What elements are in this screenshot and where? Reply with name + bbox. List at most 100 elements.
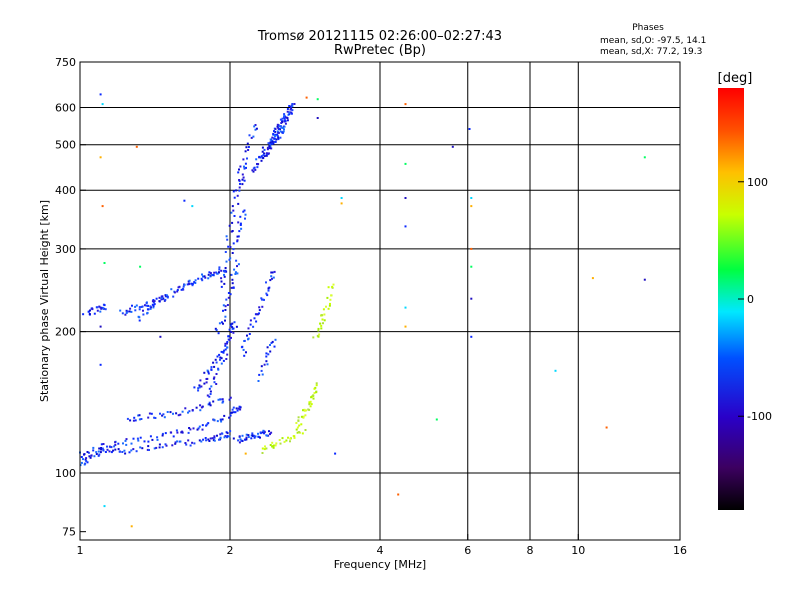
- echo-point: [279, 118, 282, 121]
- echo-point: [183, 283, 186, 286]
- echo-point: [104, 451, 107, 453]
- echo-point: [279, 136, 282, 139]
- stray-point: [183, 199, 186, 202]
- y-tick-label: 750: [55, 56, 76, 69]
- echo-point: [96, 309, 99, 312]
- echo-point: [197, 387, 200, 390]
- echo-point: [213, 436, 216, 439]
- echo-point: [251, 434, 254, 437]
- echo-point: [304, 414, 307, 417]
- echo-point: [253, 434, 256, 437]
- echo-point: [278, 125, 281, 128]
- echo-point: [244, 217, 246, 220]
- echo-point: [242, 348, 245, 351]
- echo-point: [219, 433, 222, 436]
- echo-point: [321, 318, 324, 321]
- echo-point: [152, 304, 155, 307]
- echo-point: [90, 454, 93, 457]
- echo-point: [249, 323, 252, 326]
- echo-point: [253, 436, 256, 439]
- echo-point: [303, 409, 306, 412]
- echo-point: [187, 431, 190, 434]
- echo-point: [276, 125, 279, 128]
- echo-point: [224, 342, 227, 345]
- echo-point: [253, 317, 256, 320]
- echo-point: [89, 309, 91, 312]
- echo-point: [254, 128, 257, 131]
- echo-point: [135, 450, 138, 453]
- echo-point: [218, 271, 220, 274]
- echo-point: [172, 295, 175, 298]
- echo-point: [266, 346, 269, 349]
- echo-point: [222, 359, 225, 362]
- echo-point: [276, 133, 279, 136]
- echo-point: [84, 458, 87, 461]
- echo-point: [201, 428, 204, 431]
- stray-point: [470, 197, 473, 199]
- echo-point: [213, 439, 216, 442]
- echo-point: [230, 211, 233, 214]
- stray-point: [591, 277, 594, 280]
- echo-point: [233, 196, 236, 199]
- echo-point: [260, 159, 263, 162]
- echo-point: [296, 426, 299, 429]
- echo-point: [104, 308, 107, 311]
- echo-point: [241, 434, 244, 437]
- echo-point: [225, 260, 228, 263]
- echo-point: [240, 439, 243, 442]
- echo-point: [200, 440, 203, 443]
- echo-point: [240, 227, 243, 230]
- echo-point: [215, 373, 218, 375]
- echo-point: [97, 450, 100, 453]
- echo-point: [283, 128, 285, 131]
- echo-point: [220, 269, 223, 272]
- echo-point: [274, 130, 277, 133]
- echo-point: [331, 285, 334, 288]
- echo-point: [93, 312, 96, 315]
- echo-point: [231, 411, 233, 414]
- echo-point: [224, 344, 227, 347]
- echo-point: [236, 194, 239, 197]
- echo-point: [229, 257, 232, 260]
- echo-point: [246, 334, 248, 337]
- echo-point: [209, 393, 212, 395]
- echo-point: [209, 404, 212, 407]
- echo-point: [224, 305, 227, 308]
- echo-point: [274, 128, 277, 130]
- echo-point: [263, 448, 266, 451]
- echo-point: [327, 307, 330, 310]
- echo-point: [186, 283, 189, 286]
- echo-point: [124, 439, 127, 442]
- echo-point: [255, 158, 258, 161]
- echo-point: [207, 277, 210, 280]
- echo-point: [232, 327, 235, 330]
- echo-point: [190, 282, 193, 285]
- echo-point: [251, 169, 254, 172]
- echo-point: [172, 435, 175, 438]
- echo-point: [244, 213, 247, 216]
- echo-point: [153, 300, 156, 303]
- stray-point: [340, 202, 343, 205]
- echo-point: [146, 311, 149, 314]
- echo-point: [244, 150, 247, 153]
- echo-point: [205, 439, 208, 442]
- echo-point: [265, 352, 268, 355]
- echo-point: [272, 276, 275, 279]
- echo-point: [198, 384, 201, 387]
- echo-point: [232, 331, 235, 334]
- x-axis: 1 2 4 6 8 10 16: [77, 534, 687, 557]
- echo-point: [187, 411, 189, 414]
- echo-point: [208, 387, 211, 390]
- echo-point: [283, 116, 285, 119]
- echo-point: [232, 286, 235, 289]
- echo-point: [269, 344, 271, 346]
- echo-point: [223, 282, 226, 285]
- echo-point: [114, 441, 117, 444]
- echo-point: [238, 230, 241, 233]
- echo-point: [226, 353, 229, 356]
- echo-point: [262, 429, 265, 432]
- echo-point: [228, 398, 231, 401]
- echo-point: [239, 408, 242, 411]
- echo-point: [163, 416, 166, 419]
- echo-point: [248, 333, 251, 335]
